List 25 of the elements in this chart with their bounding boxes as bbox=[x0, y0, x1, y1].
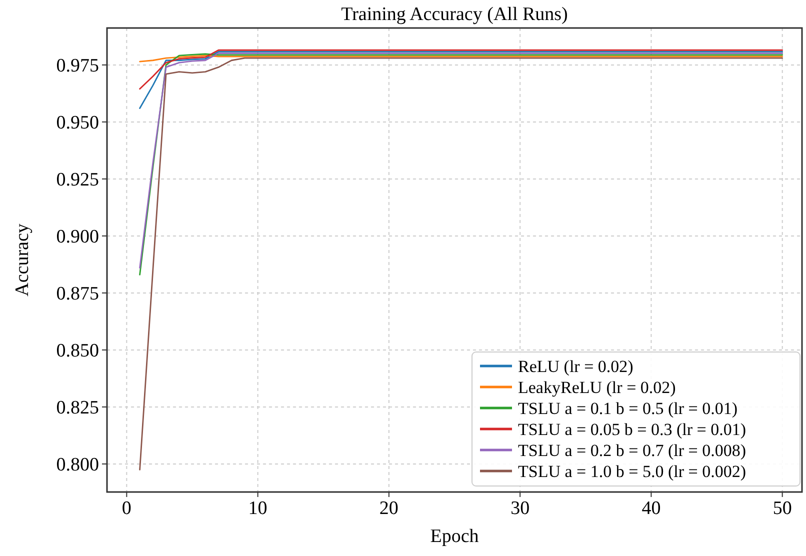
chart-title: Training Accuracy (All Runs) bbox=[341, 4, 568, 25]
x-axis-title: Epoch bbox=[430, 526, 480, 547]
x-tick-label: 30 bbox=[510, 498, 530, 519]
y-tick-label: 0.950 bbox=[56, 112, 99, 134]
y-tick-label: 0.875 bbox=[56, 284, 99, 305]
y-axis-title: Accuracy bbox=[12, 223, 33, 296]
legend-label: TSLU a = 0.05 b = 0.3 (lr = 0.01) bbox=[518, 420, 746, 439]
y-tick-label: 0.975 bbox=[56, 56, 99, 77]
legend-label: TSLU a = 0.1 b = 0.5 (lr = 0.01) bbox=[518, 398, 738, 418]
y-tick-label: 0.925 bbox=[56, 170, 99, 191]
y-tick-label: 0.825 bbox=[56, 398, 99, 419]
x-tick-label: 50 bbox=[772, 498, 792, 519]
legend-label: TSLU a = 1.0 b = 5.0 (lr = 0.002) bbox=[518, 462, 746, 481]
x-tick-label: 20 bbox=[379, 498, 398, 519]
x-tick-label: 10 bbox=[248, 498, 268, 519]
legend-label: ReLU (lr = 0.02) bbox=[518, 356, 634, 376]
line-series bbox=[139, 51, 784, 109]
legend-label: LeakyReLU (lr = 0.02) bbox=[518, 378, 676, 397]
y-tick-label: 0.900 bbox=[56, 226, 99, 248]
y-tick-label: 0.850 bbox=[56, 340, 99, 362]
x-tick-label: 40 bbox=[642, 498, 661, 519]
legend-label: TSLU a = 0.2 b = 0.7 (lr = 0.008) bbox=[518, 440, 746, 460]
y-tick-label: 0.800 bbox=[56, 454, 99, 476]
x-tick-label: 0 bbox=[122, 498, 132, 519]
line-series bbox=[139, 49, 784, 90]
